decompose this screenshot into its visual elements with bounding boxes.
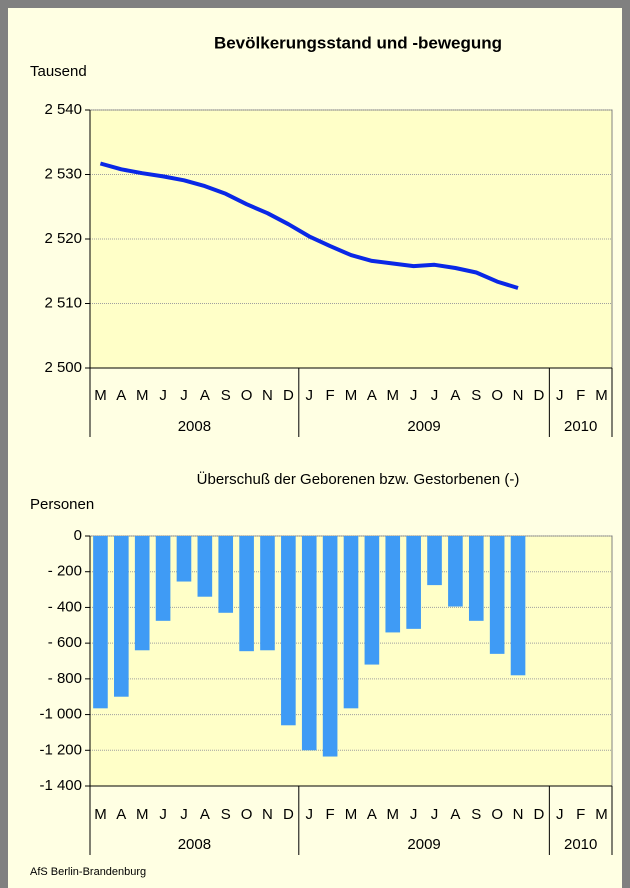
x-tick-label: A [116,806,126,823]
x-tick-label: F [326,806,335,823]
bar [448,536,463,607]
x-tick-label: J [305,387,313,404]
x-tick-label: N [262,806,273,823]
y-tick-label: 2 510 [44,294,82,311]
x-tick-label: N [262,387,273,404]
y-tick-label: 2 520 [44,230,82,247]
chart-title: Überschuß der Geborenen bzw. Gestorbenen… [197,470,520,488]
x-tick-label: A [367,387,377,404]
x-tick-label: N [513,387,524,404]
bar [385,536,401,633]
x-tick-label: A [450,806,460,823]
y-tick-label: - 600 [48,634,82,651]
x-tick-label: F [576,387,585,404]
x-tick-label: S [471,387,481,404]
bar [197,536,213,597]
x-tick-label: O [241,806,253,823]
bar [322,536,338,757]
x-tick-label: J [556,387,564,404]
x-tick-label: S [221,387,231,404]
x-tick-label: A [116,387,126,404]
x-tick-label: M [94,387,107,404]
x-tick-label: D [533,387,544,404]
x-tick-label: J [556,806,564,823]
chart-title: Bevölkerungsstand und -bewegung [214,33,502,52]
x-tick-label: J [159,387,167,404]
bar [93,536,108,709]
group-label: 2008 [178,836,211,853]
x-tick-label: F [576,806,585,823]
x-tick-label: A [367,806,377,823]
x-tick-label: M [595,387,608,404]
y-tick-label: - 800 [48,670,82,687]
y-tick-label: -1 000 [39,706,82,723]
y-tick-label: 0 [74,527,82,544]
source: AfS Berlin-Brandenburg [30,866,146,878]
group-label: 2008 [178,418,211,435]
bar [364,536,380,665]
line [99,161,519,290]
x-tick-label: M [94,806,107,823]
bar [114,536,129,697]
x-tick-label: M [136,806,149,823]
bar [134,536,150,651]
group-label: 2009 [407,836,440,853]
bar [301,536,317,751]
x-tick-label: S [221,806,231,823]
x-tick-label: J [159,806,167,823]
y-tick-label: 2 530 [44,165,82,182]
y-tick-label: -1 400 [39,777,82,794]
x-tick-label: D [533,806,544,823]
bar [510,536,526,676]
bar [239,536,254,652]
bar [489,536,505,654]
bar [176,536,192,582]
x-tick-label: D [283,806,294,823]
x-tick-label: J [431,387,439,404]
y-tick-label: - 400 [48,598,82,615]
x-tick-label: D [283,387,294,404]
y-tick-label: - 200 [48,563,82,580]
y-tick-label: -1 200 [39,741,82,758]
x-tick-label: N [513,806,524,823]
bar [260,536,275,651]
x-tick-label: J [410,387,418,404]
bar [218,536,234,613]
x-tick-label: O [241,387,253,404]
group-label: 2010 [564,836,597,853]
x-tick-label: M [345,387,358,404]
x-tick-label: A [200,387,210,404]
bar [427,536,442,586]
bar [343,536,359,709]
y-axis-label: Tausend [30,63,87,80]
x-tick-label: J [180,806,188,823]
x-tick-label: J [180,387,188,404]
x-tick-label: A [200,806,210,823]
x-tick-label: F [326,387,335,404]
x-tick-label: M [345,806,358,823]
x-tick-label: J [410,806,418,823]
bar [406,536,421,629]
x-tick-label: M [387,387,400,404]
bar [155,536,171,621]
x-tick-label: O [491,806,503,823]
x-tick-label: M [595,806,608,823]
x-tick-label: J [431,806,439,823]
x-tick-label: S [471,806,481,823]
x-tick-label: M [387,806,400,823]
bar [281,536,296,726]
x-tick-label: O [491,387,503,404]
y-tick-label: 2 500 [44,359,82,376]
bar [468,536,484,621]
y-tick-label: 2 540 [44,101,82,118]
y-axis-label: Personen [30,496,94,513]
x-tick-label: M [136,387,149,404]
group-label: 2010 [564,418,597,435]
group-label: 2009 [407,418,440,435]
x-tick-label: J [305,806,313,823]
x-tick-label: A [450,387,460,404]
